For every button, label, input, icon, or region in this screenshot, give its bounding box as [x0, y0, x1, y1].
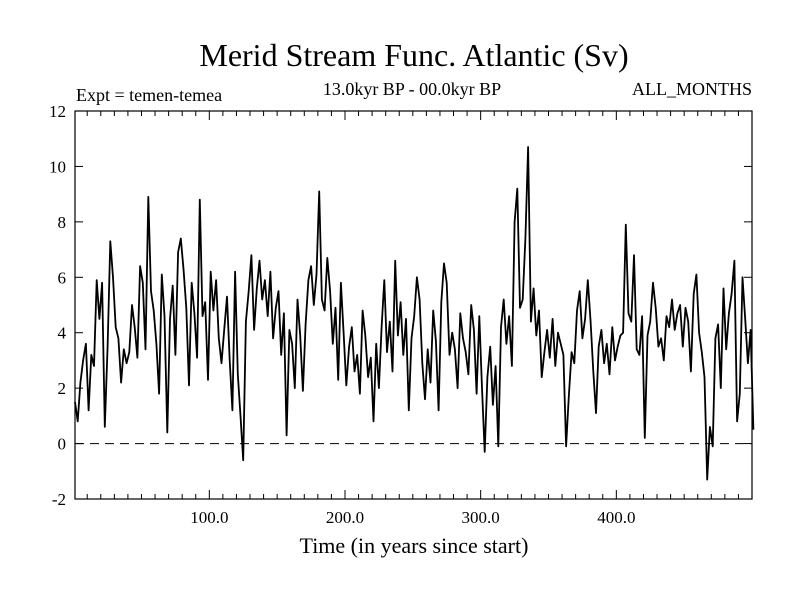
y-axis: -2 0 2 4 6 8 10 12	[49, 102, 752, 509]
y-tick-label: 10	[49, 157, 66, 176]
plot-frame	[74, 110, 753, 500]
y-tick-label: 6	[58, 268, 67, 287]
y-tick-label: 12	[49, 102, 66, 121]
x-axis-label: Time (in years since start)	[300, 533, 529, 558]
y-tick-label: 2	[58, 379, 67, 398]
x-tick-label: 400.0	[597, 508, 635, 527]
chart-subtitle: 13.0kyr BP - 00.0kyr BP	[323, 79, 501, 99]
series-line	[74, 146, 755, 481]
x-tick-label: 200.0	[326, 508, 364, 527]
x-tick-label: 100.0	[190, 508, 228, 527]
x-tick-label: 300.0	[462, 508, 500, 527]
y-tick-label: 4	[58, 324, 67, 343]
months-label: ALL_MONTHS	[632, 79, 752, 99]
experiment-label: Expt = temen-temea	[76, 85, 222, 105]
chart-title: Merid Stream Func. Atlantic (Sv)	[199, 37, 628, 73]
y-tick-label: 8	[58, 213, 67, 232]
y-tick-label: -2	[52, 490, 66, 509]
x-axis: 100.0 200.0 300.0 400.0	[86, 111, 739, 527]
y-tick-label: 0	[58, 435, 67, 454]
